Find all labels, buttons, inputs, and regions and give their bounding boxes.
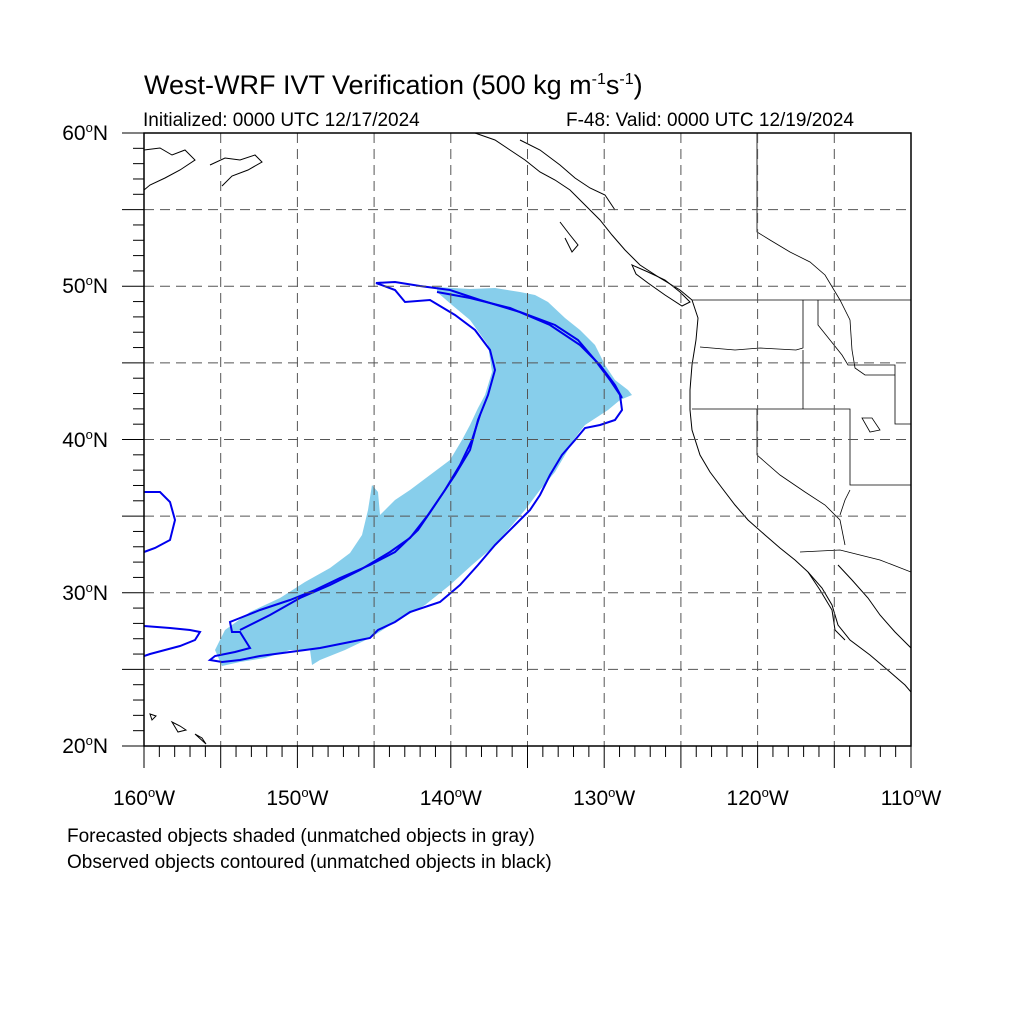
grid-lines	[144, 133, 911, 746]
forecast-object	[215, 287, 632, 666]
footer-note-observed: Observed objects contoured (unmatched ob…	[67, 852, 552, 873]
observed-contour-inner	[436, 291, 623, 399]
lat-label-20: 20oN	[62, 733, 108, 758]
observed-contour-main	[207, 280, 624, 664]
lon-label-120: 120oW	[726, 785, 789, 810]
lon-label-140: 140oW	[419, 785, 482, 810]
lat-label-30: 30oN	[62, 579, 108, 605]
axis-ticks	[122, 132, 912, 768]
observed-contour-axis	[239, 414, 481, 631]
state-boundaries	[692, 133, 911, 573]
initialized-time: Initialized: 0000 UTC 12/17/2024	[143, 110, 420, 131]
valid-time: F-48: Valid: 0000 UTC 12/19/2024	[566, 110, 854, 131]
lon-label-150: 150oW	[266, 785, 329, 810]
observed-contour-west	[144, 491, 177, 553]
lat-label-60: 60oN	[62, 120, 108, 145]
lat-label-40: 40oN	[62, 426, 108, 452]
footer-note-forecast: Forecasted objects shaded (unmatched obj…	[67, 826, 535, 847]
map-title: West-WRF IVT Verification (500 kg m-1s-1…	[144, 70, 643, 100]
observed-contour-tail	[144, 625, 202, 657]
lon-label-130: 130oW	[573, 785, 636, 810]
lat-label-50: 50oN	[62, 273, 108, 299]
coastlines	[144, 133, 911, 745]
lon-label-160: 160oW	[112, 785, 176, 810]
lon-label-110: 110oW	[880, 785, 942, 810]
